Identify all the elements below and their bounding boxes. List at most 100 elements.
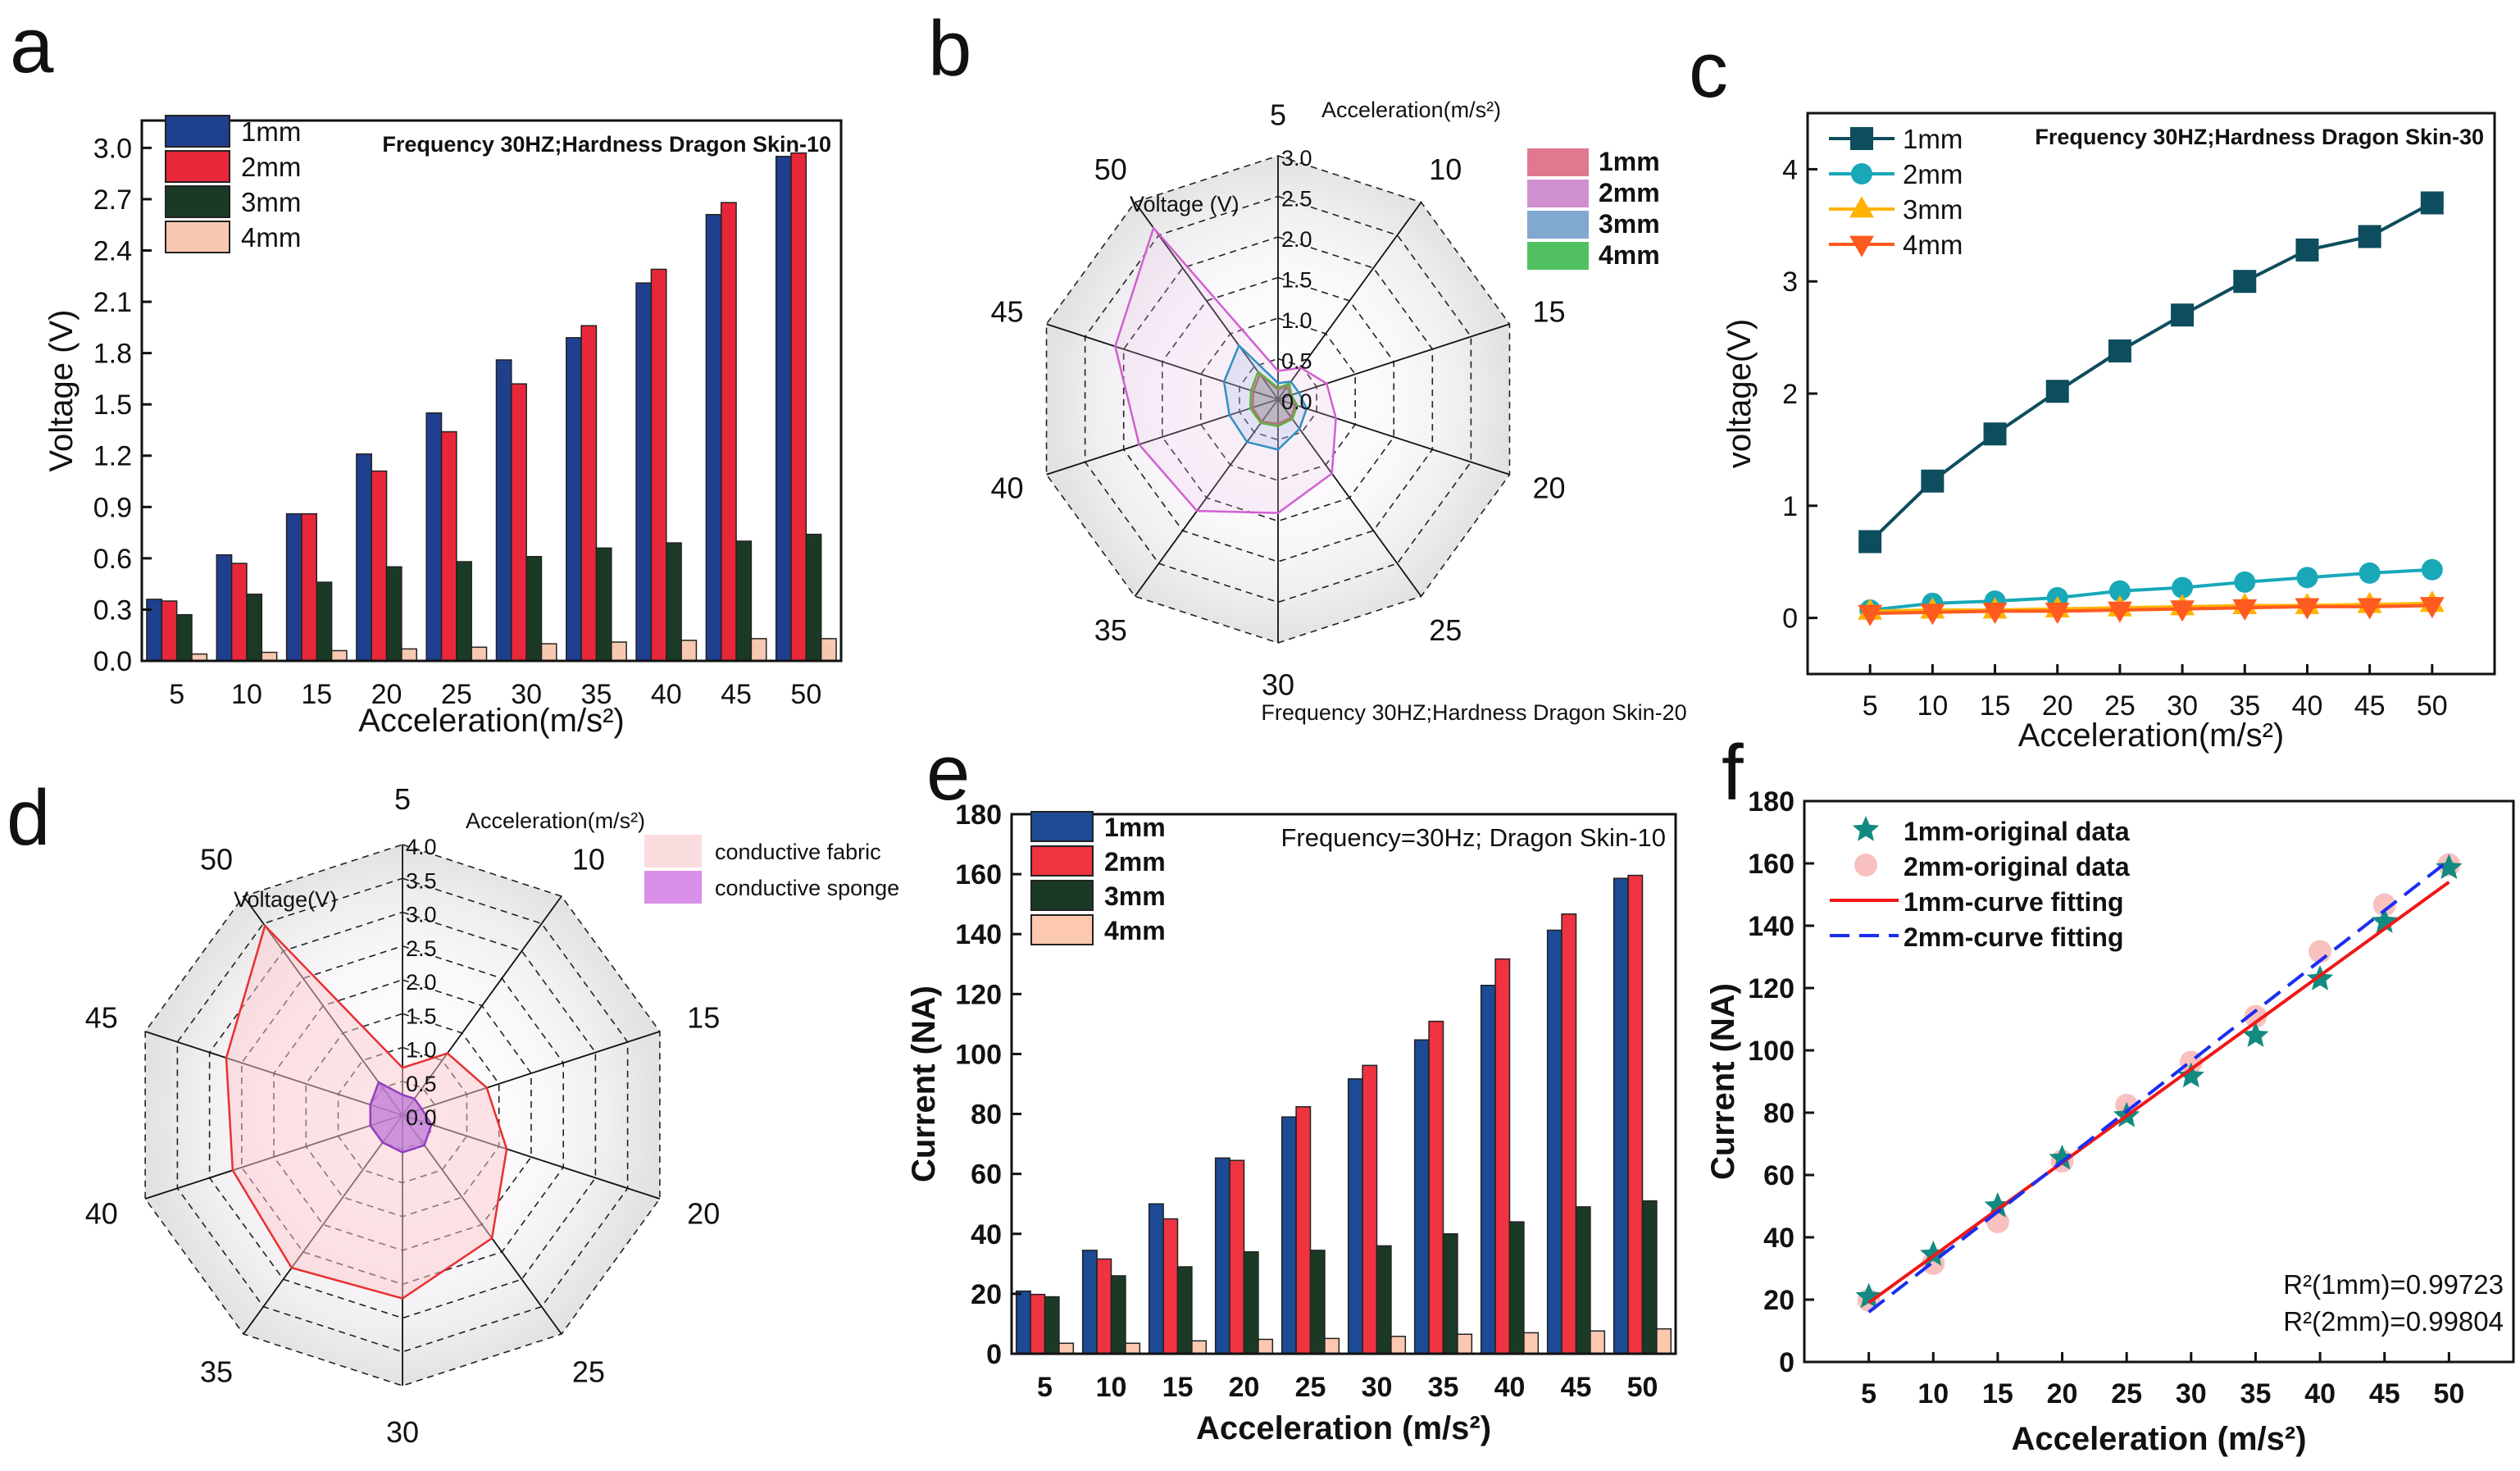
- legend-label: 4mm: [1903, 230, 1963, 260]
- y-tick-label: 0.6: [93, 544, 132, 575]
- x-tick-label: 20: [371, 679, 403, 710]
- radar-value-title: Voltage (V): [1130, 192, 1240, 216]
- legend-label: 4mm: [241, 222, 301, 253]
- legend-label: 1mm-original data: [1904, 817, 2130, 846]
- circle-marker: [2296, 567, 2318, 589]
- x-tick-label: 20: [2042, 690, 2073, 722]
- r-squared-annotation: R²(1mm)=0.99723: [2283, 1269, 2504, 1300]
- x-axis-label: Acceleration(m/s²): [358, 703, 625, 739]
- square-marker: [2233, 270, 2257, 294]
- radial-tick-label: 3.0: [406, 903, 437, 927]
- radar-category-label: 5: [394, 782, 411, 816]
- bar-4mm-10: [1125, 1342, 1141, 1355]
- bar-4mm-5: [1058, 1342, 1075, 1355]
- radar-series-conductive-fabric: [225, 923, 508, 1300]
- chart-caption: Frequency 30HZ;Hardness Dragon Skin-20: [1261, 700, 1686, 725]
- y-tick-label: 40: [971, 1219, 1002, 1250]
- panel-d: d 5 10 15 20 25 30 35 40 45 50 0.0 0.5 1.0 1.5 2.0 2.5 3.…: [7, 774, 899, 1449]
- x-tick-label: 25: [2104, 690, 2136, 722]
- star-marker: [1984, 1192, 2012, 1218]
- star-marker: [2371, 908, 2398, 933]
- radial-tick-label: 0.0: [1281, 389, 1312, 414]
- legend-label: 1mm: [1903, 124, 1963, 154]
- y-tick-label: 2.4: [93, 235, 132, 266]
- legend-swatch: [1030, 914, 1094, 945]
- radar-category-label: 5: [1270, 98, 1286, 132]
- square-marker: [1921, 469, 1945, 493]
- legend-label: 1mm: [241, 116, 301, 147]
- bar-3mm-20: [385, 566, 403, 662]
- bar-2mm-30: [1362, 1064, 1378, 1355]
- y-tick-label: 180: [1748, 786, 1794, 817]
- bar-2mm-45: [720, 202, 737, 662]
- bar-2mm-10: [1096, 1258, 1112, 1355]
- square-marker: [1983, 422, 2007, 446]
- radial-tick-label: 3.0: [1281, 146, 1312, 171]
- bar-2mm-40: [650, 268, 667, 662]
- x-tick-label: 20: [1229, 1372, 1260, 1403]
- radar-ring: [1122, 236, 1434, 562]
- bar-4mm-45: [750, 638, 767, 662]
- bar-2mm-45: [1561, 913, 1577, 1355]
- y-tick-label: 1: [1782, 491, 1798, 522]
- legend-label: 1mm: [1599, 147, 1660, 176]
- legend-swatch: [644, 835, 702, 868]
- y-tick-label: 60: [971, 1159, 1002, 1191]
- radar-category-label: 20: [687, 1196, 720, 1230]
- bar-2mm-20: [1229, 1159, 1245, 1355]
- bar-3mm-50: [1641, 1200, 1658, 1355]
- triangle-down-marker: [2232, 599, 2258, 621]
- star-marker: [2436, 854, 2463, 880]
- radar-axis-title: Acceleration(m/s²): [1321, 98, 1501, 122]
- triangle-down-marker: [2419, 597, 2445, 619]
- y-tick-label: 2.7: [93, 184, 132, 216]
- circle-marker: [2359, 562, 2381, 584]
- radar-axis: [1277, 398, 1422, 597]
- x-tick-label: 30: [2176, 1378, 2207, 1410]
- legend-label: 2mm: [241, 152, 301, 182]
- x-axis-label: Acceleration(m/s²): [2018, 717, 2285, 754]
- triangle-down-marker: [2045, 602, 2070, 624]
- y-tick-label: 0: [986, 1339, 1002, 1370]
- circle-marker: [2421, 558, 2443, 581]
- radar-category-label: 35: [200, 1355, 233, 1388]
- x-tick-label: 45: [2354, 690, 2386, 722]
- radial-tick-label: 1.0: [1281, 308, 1312, 333]
- radial-tick-label: 2.0: [406, 970, 437, 995]
- triangle-down-marker: [1982, 602, 2008, 624]
- bar-4mm-25: [1324, 1337, 1340, 1355]
- radar-axis-title: Acceleration(m/s²): [466, 808, 645, 833]
- bar-3mm-35: [595, 547, 612, 662]
- bar-4mm-15: [1191, 1340, 1208, 1355]
- plot-frame: [1803, 799, 2515, 1364]
- y-tick-label: 3.0: [93, 133, 132, 164]
- radar-category-label: 25: [1429, 613, 1462, 647]
- radar-category-label: 25: [572, 1355, 605, 1388]
- radar-category-label: 15: [1532, 295, 1565, 329]
- bar-3mm-25: [456, 561, 472, 662]
- bar-2mm-5: [1030, 1293, 1046, 1355]
- x-tick-label: 10: [231, 679, 262, 710]
- bar-2mm-50: [790, 152, 807, 662]
- legend-label: 2mm: [1104, 847, 1166, 877]
- circle-marker: [2234, 571, 2256, 593]
- y-tick-label: 80: [1763, 1098, 1794, 1129]
- y-tick-label: 1.5: [93, 389, 132, 421]
- x-tick-label: 25: [441, 679, 472, 710]
- radar-series-1mm: [1251, 372, 1297, 425]
- bar-4mm-50: [1656, 1328, 1672, 1355]
- bar-2mm-40: [1494, 958, 1511, 1355]
- x-tick-label: 25: [1295, 1372, 1326, 1403]
- star-marker: [2049, 1144, 2076, 1170]
- bar-2mm-10: [230, 562, 248, 662]
- bar-4mm-40: [1523, 1332, 1540, 1355]
- x-tick-label: 40: [2292, 690, 2323, 722]
- bar-1mm-40: [1480, 984, 1496, 1355]
- radar-category-label: 50: [1094, 153, 1127, 186]
- legend-label: 3mm: [1104, 881, 1166, 911]
- legend-swatch: [165, 185, 230, 218]
- radar-ring: [176, 877, 629, 1353]
- y-tick-label: 0.0: [93, 646, 132, 677]
- panel-label: c: [1689, 26, 1728, 114]
